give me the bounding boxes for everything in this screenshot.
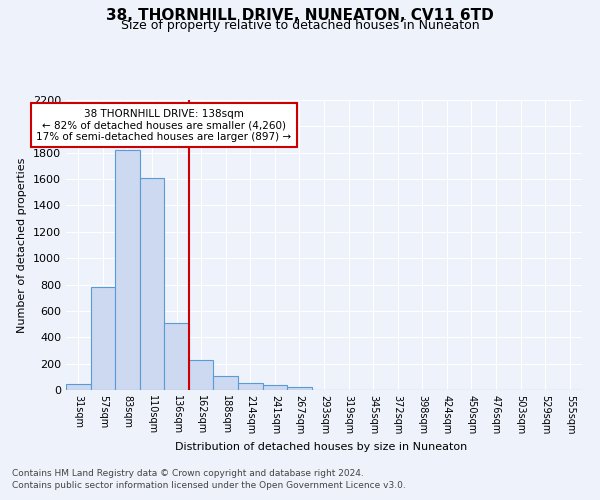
Bar [189, 360, 214, 390]
Text: 38 THORNHILL DRIVE: 138sqm
← 82% of detached houses are smaller (4,260)
17% of s: 38 THORNHILL DRIVE: 138sqm ← 82% of deta… [37, 108, 292, 142]
Text: Contains public sector information licensed under the Open Government Licence v3: Contains public sector information licen… [12, 481, 406, 490]
Text: Distribution of detached houses by size in Nuneaton: Distribution of detached houses by size … [175, 442, 467, 452]
Bar [263, 386, 287, 390]
Text: 38, THORNHILL DRIVE, NUNEATON, CV11 6TD: 38, THORNHILL DRIVE, NUNEATON, CV11 6TD [106, 8, 494, 22]
Bar [287, 388, 312, 390]
Bar [91, 287, 115, 390]
Y-axis label: Number of detached properties: Number of detached properties [17, 158, 28, 332]
Bar [164, 323, 189, 390]
Text: Contains HM Land Registry data © Crown copyright and database right 2024.: Contains HM Land Registry data © Crown c… [12, 468, 364, 477]
Text: Size of property relative to detached houses in Nuneaton: Size of property relative to detached ho… [121, 19, 479, 32]
Bar [238, 383, 263, 390]
Bar [214, 376, 238, 390]
Bar [140, 178, 164, 390]
Bar [115, 150, 140, 390]
Bar [66, 384, 91, 390]
